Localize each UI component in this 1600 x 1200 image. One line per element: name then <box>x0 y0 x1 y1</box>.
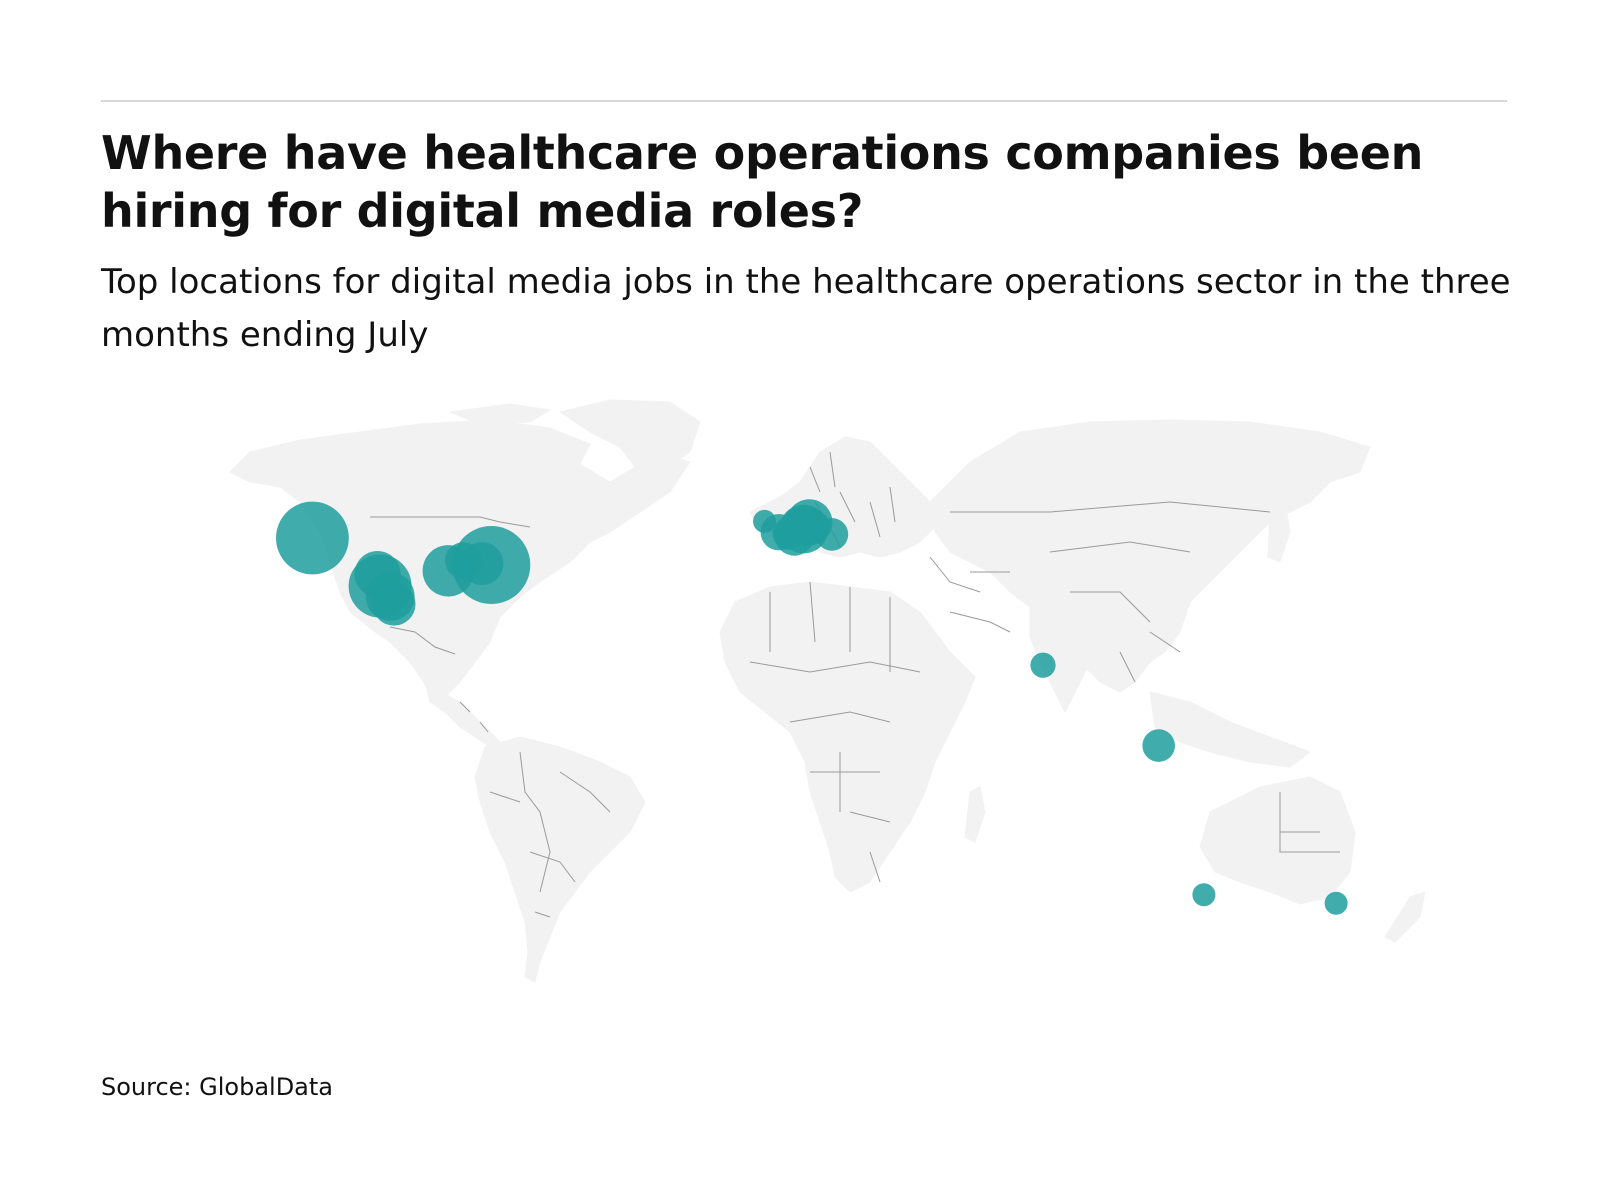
location-bubble[interactable] <box>372 582 416 626</box>
border-south-america <box>489 751 611 918</box>
chart-title: Where have healthcare operations compani… <box>101 126 1424 238</box>
land-india <box>1029 606 1101 713</box>
top-divider <box>101 100 1507 102</box>
border-asia <box>950 501 1271 683</box>
location-bubble[interactable] <box>1142 729 1175 762</box>
border-central-america <box>459 701 489 733</box>
land-layer <box>229 399 1426 983</box>
source-note: Source: GlobalData <box>101 1073 334 1101</box>
land-arctic-islands <box>449 403 551 425</box>
location-bubble[interactable] <box>1192 883 1216 907</box>
land-south-america <box>474 736 646 983</box>
border-africa <box>749 581 921 883</box>
border-middle-east <box>929 556 1011 633</box>
land-australia <box>1199 776 1356 905</box>
location-bubble[interactable] <box>815 518 849 551</box>
land-japan <box>1267 501 1291 563</box>
land-new-zealand <box>1384 891 1426 943</box>
border-us-mexico <box>389 626 456 655</box>
border-us-canada <box>370 516 531 528</box>
location-bubble[interactable] <box>460 542 504 586</box>
land-central-america <box>424 681 501 748</box>
world-bubble-map <box>229 399 1426 983</box>
land-africa <box>719 581 976 893</box>
land-asia <box>929 419 1371 693</box>
land-greenland <box>559 399 701 473</box>
location-bubble[interactable] <box>1030 652 1056 678</box>
location-bubble[interactable] <box>276 501 349 575</box>
location-bubble[interactable] <box>1324 891 1348 915</box>
location-bubbles <box>276 499 1348 915</box>
land-southeast-asia <box>1149 691 1311 768</box>
land-madagascar <box>964 786 986 843</box>
chart-subtitle: Top locations for digital media jobs in … <box>101 262 1511 355</box>
border-australia <box>1279 792 1340 853</box>
